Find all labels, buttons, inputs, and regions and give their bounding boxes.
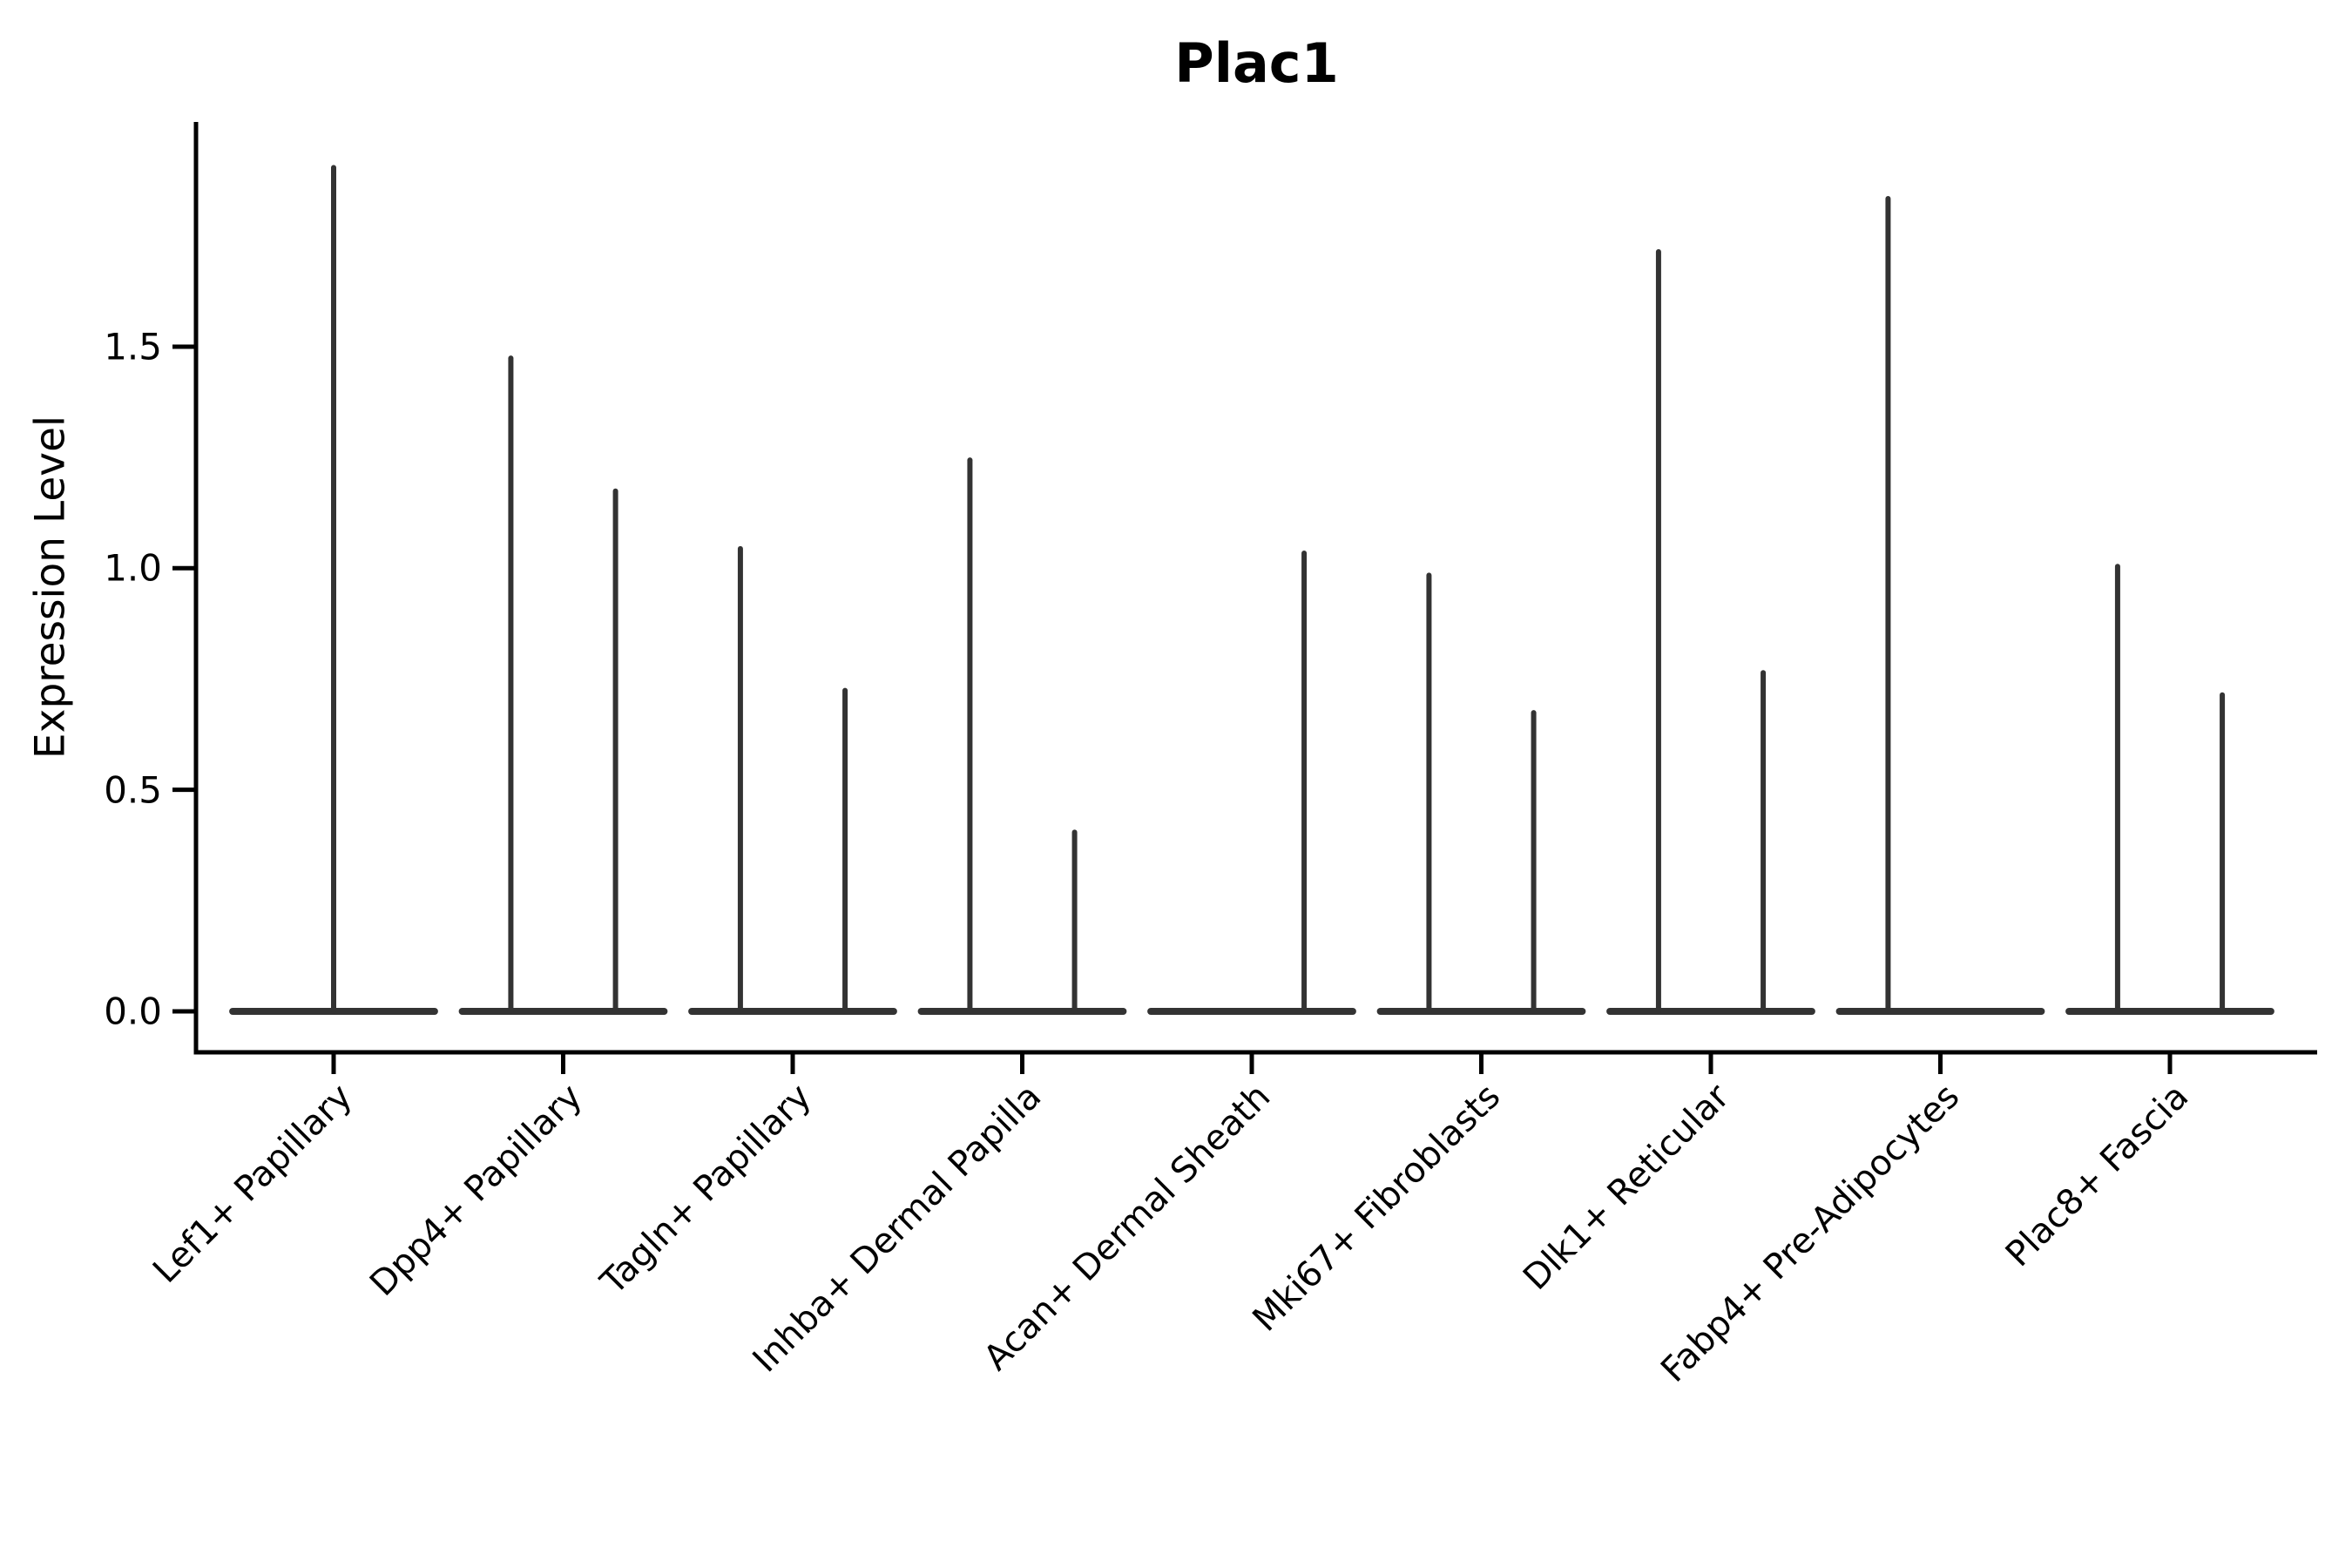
y-tick-label: 1.5 <box>104 325 162 368</box>
violin-tagln-papillary <box>688 545 897 1015</box>
y-tick-label: 0.0 <box>104 990 162 1033</box>
violin-dlk1-reticular <box>1606 249 1815 1015</box>
chart-title: Plac1 <box>1174 31 1339 95</box>
violin-mki67-fibroblasts <box>1376 572 1586 1015</box>
violin-lef1-papillary <box>229 165 438 1015</box>
violin-dpp4-papillary <box>458 355 668 1015</box>
violin-plac8-fascia <box>2065 564 2274 1015</box>
y-axis-title: Expression Level <box>26 415 75 760</box>
violin-acan-dermal-sheath <box>1147 550 1356 1015</box>
violin-inhba-dermal-papilla <box>917 457 1127 1015</box>
y-tick-label: 1.0 <box>104 546 162 590</box>
y-tick-label: 0.5 <box>104 768 162 812</box>
violin-fabp4-pre-adipocytes <box>1835 195 2045 1015</box>
